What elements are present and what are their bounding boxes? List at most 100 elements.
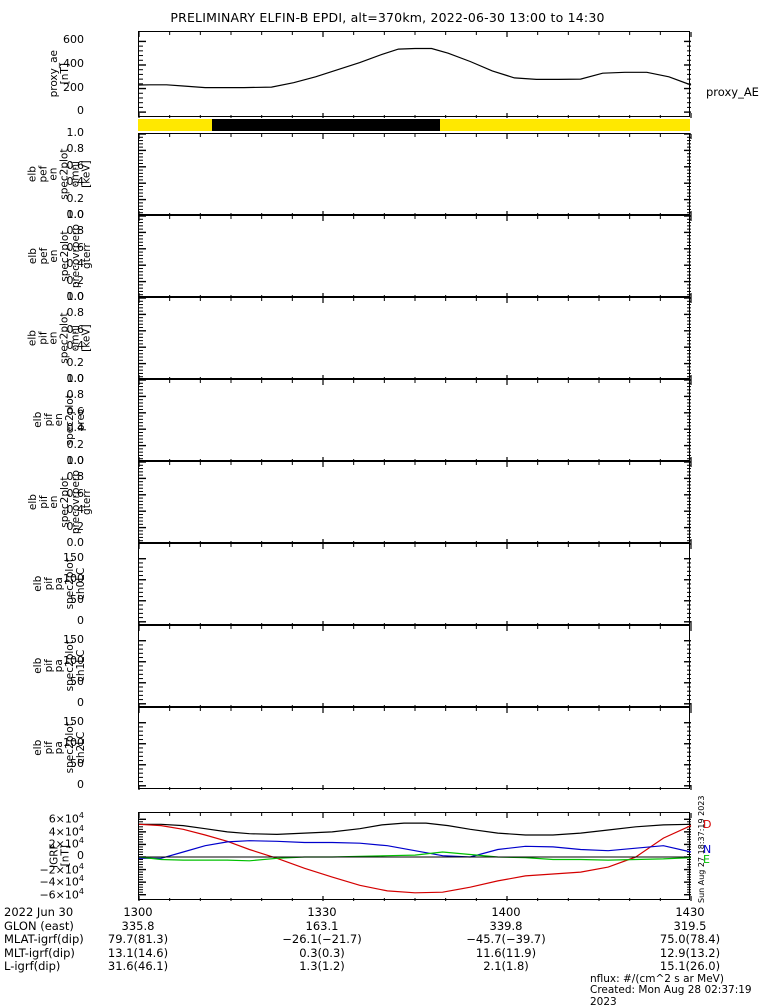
table-cell-time: 1300 bbox=[123, 905, 153, 919]
tick-marks bbox=[138, 32, 692, 118]
y-tick-label: 200 bbox=[63, 80, 84, 94]
panel-label-line: [nT] bbox=[58, 845, 71, 867]
y-tick-label: 6×104 bbox=[48, 811, 84, 826]
y-tick-label: 0.6 bbox=[66, 158, 85, 172]
tick-marks bbox=[138, 379, 692, 463]
table-cell-lshell: 1.3(1.2) bbox=[299, 959, 345, 974]
tick-marks bbox=[138, 461, 692, 545]
panel-label-line: prec bbox=[75, 408, 88, 432]
panel-label-line: ch0LC bbox=[75, 567, 88, 601]
legend-igrf-e: E bbox=[703, 853, 710, 866]
y-tick-label: 150 bbox=[63, 632, 84, 646]
panel-label-line: gterr bbox=[80, 243, 93, 269]
table-cell-lshell: 31.6(46.1) bbox=[107, 959, 169, 974]
table-cell-time: 1400 bbox=[491, 905, 521, 919]
table-cell-mlat: −45.7(−39.7) bbox=[466, 932, 546, 947]
y-tick-label: 0.8 bbox=[66, 224, 85, 238]
panel-elb-pif-pa-ch1lc bbox=[138, 625, 692, 708]
row-label: 2022 Jun 30 bbox=[4, 905, 74, 919]
panel-label-proxy-ae: proxy_ae [nT] bbox=[12, 31, 108, 117]
y-tick-label: 0.8 bbox=[66, 142, 85, 156]
table-cell-mlt: 13.1(14.6) bbox=[107, 945, 169, 960]
panel-status-bar bbox=[138, 119, 690, 131]
y-tick-label: 0.6 bbox=[66, 404, 85, 418]
panel-label-elb-pif-pa-ch1lc: elb pif pa spec2plot ch1LC bbox=[12, 625, 108, 707]
y-tick-label: 0.0 bbox=[66, 208, 85, 221]
y-tick-label: 1.0 bbox=[66, 290, 85, 303]
panel-label-elb-pif-en-precovrperp-gterr: elb pif en spec2plot precovrperp gterr bbox=[12, 461, 108, 543]
table-cell-mlt: 12.9(13.2) bbox=[659, 945, 721, 960]
y-tick-label: 0.0 bbox=[66, 536, 85, 549]
y-tick-label: 0.4 bbox=[66, 339, 85, 353]
y-tick-label: 1.0 bbox=[66, 208, 85, 221]
legend-igrf-d: D bbox=[703, 818, 712, 831]
y-tick-label: 50 bbox=[70, 756, 84, 770]
y-tick-label: 0.0 bbox=[66, 372, 85, 385]
series-N bbox=[139, 840, 692, 859]
row-label: MLT-igrf(dip) bbox=[4, 945, 75, 960]
y-tick-label: 0.2 bbox=[66, 273, 85, 287]
tick-marks bbox=[138, 297, 692, 381]
tick-marks bbox=[138, 813, 692, 901]
panel-elb-pif-pa-ch0lc bbox=[138, 543, 692, 626]
y-tick-label: −4×104 bbox=[39, 874, 84, 889]
page-title: PRELIMINARY ELFIN-B EPDI, alt=370km, 202… bbox=[170, 10, 605, 25]
panel-label-line: [keV] bbox=[80, 324, 93, 352]
panel-elb-pif-en-omni bbox=[138, 297, 692, 381]
y-tick-label: 0.2 bbox=[66, 437, 85, 451]
y-tick-label: 1.0 bbox=[66, 126, 85, 139]
footer-units: nflux: #/(cm^2 s ar MeV) bbox=[590, 973, 724, 985]
panel-label-elb-pif-pa-ch2lc: elb pif pa spec2plot ch2LC bbox=[12, 707, 108, 789]
panel-proxy-ae bbox=[138, 31, 692, 118]
table-cell-glon: 319.5 bbox=[673, 918, 707, 933]
vertical-timestamp: Sun Aug 27 18:37:19 2023 bbox=[697, 795, 706, 903]
panel-label-elb-pef-en-precovrperp-gterr: elb pef en spec2plot precovrperp gterr bbox=[12, 215, 108, 297]
panel-label-line: ch1LC bbox=[75, 649, 88, 683]
y-tick-label: 100 bbox=[63, 735, 84, 749]
panel-label-line: IGRF bbox=[48, 843, 61, 869]
y-tick-label: −6×104 bbox=[39, 886, 84, 902]
panel-label-line: precovrperp bbox=[69, 223, 82, 289]
y-tick-label: 150 bbox=[63, 550, 84, 564]
y-tick-label: 1.0 bbox=[66, 372, 85, 385]
y-tick-label: 150 bbox=[63, 714, 84, 728]
table-cell-mlat: −26.1(−21.7) bbox=[282, 932, 362, 947]
panel-label-elb-pif-en-prec: elb pif en spec2plot prec bbox=[12, 379, 108, 461]
panel-label-line: gterr bbox=[80, 489, 93, 515]
table-row: 2022 Jun 30 1300 1330 1400 1430 bbox=[4, 905, 772, 920]
y-tick-label: 0.0 bbox=[66, 290, 85, 303]
series-E bbox=[138, 851, 692, 862]
y-tick-label: 0.6 bbox=[66, 322, 85, 336]
y-tick-label: 0.6 bbox=[66, 240, 85, 254]
panel-label-line: [keV] bbox=[80, 160, 93, 188]
y-tick-label: 0.4 bbox=[66, 257, 85, 271]
panel-elb-pif-pa-ch2lc bbox=[138, 707, 692, 790]
legend-igrf-n: N bbox=[703, 843, 712, 856]
table-row: MLT-igrf(dip) 13.1(14.6) 0.3(0.3) 11.6(11.… bbox=[4, 945, 772, 961]
panel-label-line: precovrperp bbox=[69, 469, 82, 535]
row-label: L-igrf(dip) bbox=[4, 959, 61, 974]
panel-label-elb-pef-en-omni: elb pef en spec2plot omni [keV] bbox=[12, 133, 108, 215]
table-cell-glon: 163.1 bbox=[305, 918, 339, 933]
y-tick-label: 400 bbox=[63, 56, 84, 70]
table-cell-lshell: 2.1(1.8) bbox=[483, 959, 529, 974]
table-cell-time: 1430 bbox=[675, 905, 705, 919]
panel-igrf bbox=[138, 812, 692, 901]
y-tick-label: 0.0 bbox=[66, 454, 85, 467]
y-tick-label: 50 bbox=[70, 592, 84, 606]
panel-label-line: ch2LC bbox=[75, 731, 88, 765]
y-tick-label: 0 bbox=[77, 849, 84, 862]
table-row: MLAT-igrf(dip) 79.7(81.3) −26.1(−21.7) −45… bbox=[4, 933, 772, 947]
y-tick-label: 0 bbox=[77, 613, 84, 627]
table-cell-glon: 335.8 bbox=[121, 918, 155, 933]
table-cell-mlat: 79.7(81.3) bbox=[107, 932, 169, 947]
tick-marks bbox=[138, 626, 692, 708]
panel-elb-pif-en-precovrperp-gterr bbox=[138, 461, 692, 545]
table-row: L-igrf(dip) 31.6(46.1) 1.3(1.2) 2.1(1.8) 15… bbox=[4, 960, 772, 974]
y-tick-label: 4×104 bbox=[48, 823, 84, 839]
table-cell-mlat: 75.0(78.4) bbox=[659, 932, 721, 947]
tick-marks bbox=[138, 544, 692, 626]
footer-created: Created: Mon Aug 28 02:37:19 2023 bbox=[590, 984, 752, 1008]
y-tick-label: 1.0 bbox=[66, 454, 85, 467]
